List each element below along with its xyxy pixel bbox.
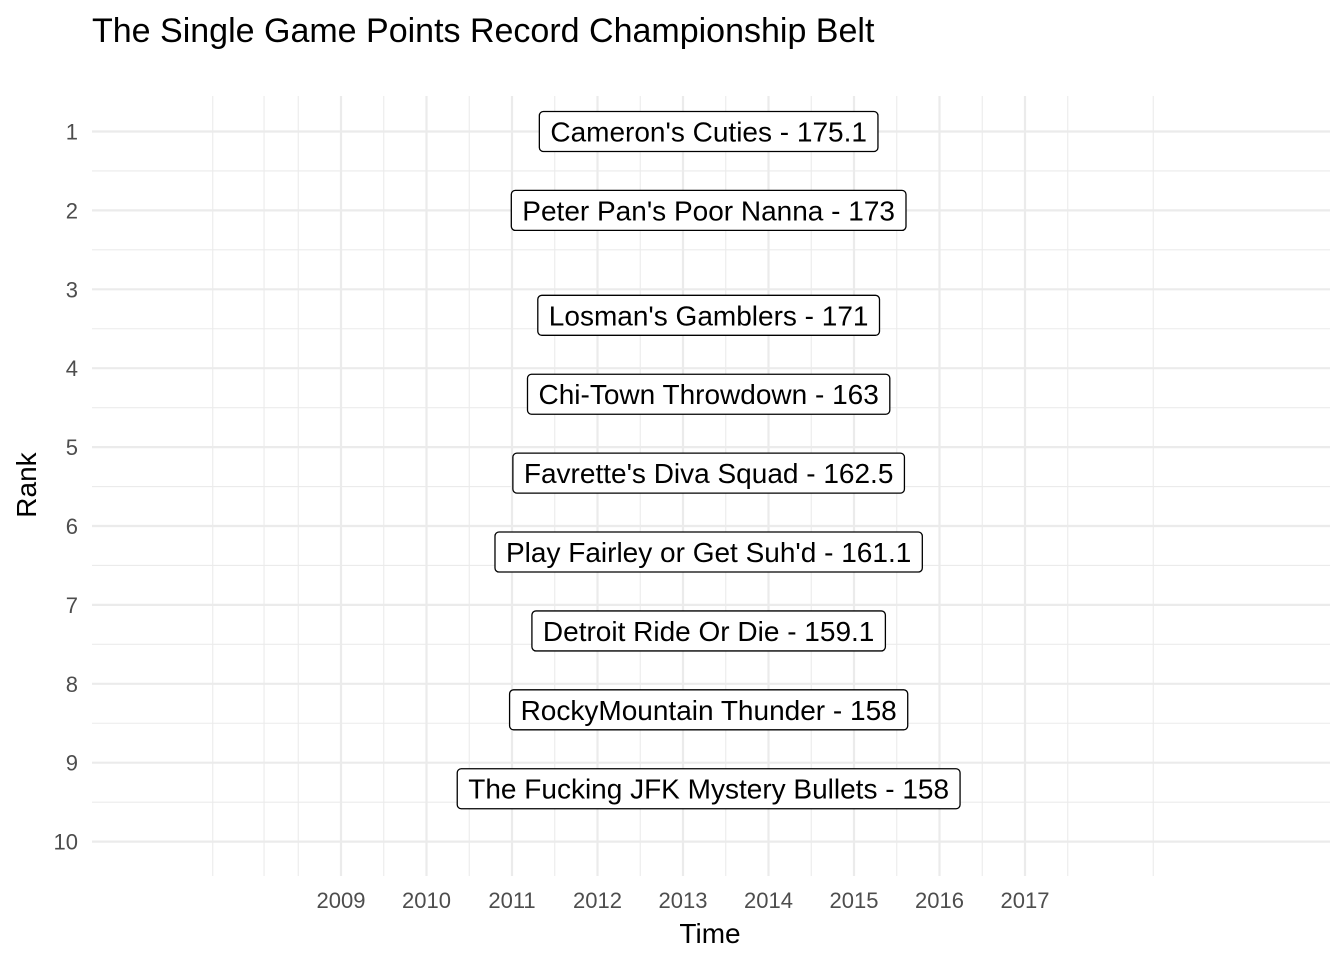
y-tick-label: 8 bbox=[66, 672, 78, 697]
record-label: Cameron's Cuties - 175.1 bbox=[538, 110, 879, 153]
record-label: Favrette's Diva Squad - 162.5 bbox=[512, 452, 906, 494]
record-label-text: The Fucking JFK Mystery Bullets - 158 bbox=[468, 774, 949, 805]
y-axis-ticks: 1 2 3 4 5 6 7 8 9 10 bbox=[54, 120, 78, 855]
record-label-box bbox=[531, 610, 887, 652]
y-tick-label: 9 bbox=[66, 751, 78, 776]
y-tick-label: 5 bbox=[66, 435, 78, 460]
x-axis-ticks: 2009 2010 2011 2012 2013 2014 2015 2016 2017 bbox=[317, 888, 1050, 913]
record-labels: Cameron's Cuties - 175.1 Peter Pan's Poor… bbox=[456, 110, 961, 810]
record-label: Peter Pan's Poor Nanna - 173 bbox=[510, 189, 907, 232]
y-tick-label: 6 bbox=[66, 514, 78, 539]
x-tick-label: 2013 bbox=[659, 888, 708, 913]
record-label-text: Cameron's Cuties - 175.1 bbox=[550, 117, 867, 148]
record-label-text: RockyMountain Thunder - 158 bbox=[521, 695, 897, 726]
y-tick-label: 7 bbox=[66, 593, 78, 618]
record-label-box bbox=[538, 110, 879, 153]
record-label-text: Favrette's Diva Squad - 162.5 bbox=[524, 458, 894, 489]
record-label-text: Detroit Ride Or Die - 159.1 bbox=[543, 616, 874, 647]
x-tick-label: 2010 bbox=[402, 888, 451, 913]
y-axis-title: Rank bbox=[11, 451, 42, 517]
record-label-box bbox=[512, 452, 906, 494]
y-tick-label: 2 bbox=[66, 198, 78, 223]
record-label-box bbox=[526, 373, 891, 415]
record-label-box bbox=[537, 294, 881, 336]
record-label: The Fucking JFK Mystery Bullets - 158 bbox=[456, 768, 961, 810]
record-label: Chi-Town Throwdown - 163 bbox=[526, 373, 891, 415]
y-tick-label: 10 bbox=[54, 830, 78, 855]
x-tick-label: 2015 bbox=[830, 888, 879, 913]
record-label-text: Chi-Town Throwdown - 163 bbox=[538, 379, 878, 410]
x-tick-label: 2009 bbox=[317, 888, 366, 913]
record-label-box bbox=[508, 689, 909, 731]
record-label-box bbox=[510, 189, 907, 232]
grid bbox=[92, 96, 1330, 876]
record-label-box bbox=[494, 531, 923, 573]
record-label-text: Losman's Gamblers - 171 bbox=[549, 300, 869, 331]
y-tick-label: 4 bbox=[66, 356, 78, 381]
record-label: Play Fairley or Get Suh'd - 161.1 bbox=[494, 531, 923, 573]
y-tick-label: 3 bbox=[66, 277, 78, 302]
x-axis-title: Time bbox=[679, 918, 740, 949]
chart-title: The Single Game Points Record Championsh… bbox=[92, 12, 875, 50]
record-label-text: Peter Pan's Poor Nanna - 173 bbox=[522, 195, 895, 226]
record-label: Losman's Gamblers - 171 bbox=[537, 294, 881, 336]
record-label-box bbox=[456, 768, 961, 810]
record-label: RockyMountain Thunder - 158 bbox=[508, 689, 909, 731]
x-tick-label: 2011 bbox=[488, 888, 535, 913]
record-label-text: Play Fairley or Get Suh'd - 161.1 bbox=[506, 537, 911, 568]
y-tick-label: 1 bbox=[66, 120, 78, 145]
x-tick-label: 2016 bbox=[915, 888, 964, 913]
x-tick-label: 2014 bbox=[744, 888, 793, 913]
x-tick-label: 2012 bbox=[573, 888, 622, 913]
x-tick-label: 2017 bbox=[1001, 888, 1050, 913]
record-label: Detroit Ride Or Die - 159.1 bbox=[531, 610, 887, 652]
